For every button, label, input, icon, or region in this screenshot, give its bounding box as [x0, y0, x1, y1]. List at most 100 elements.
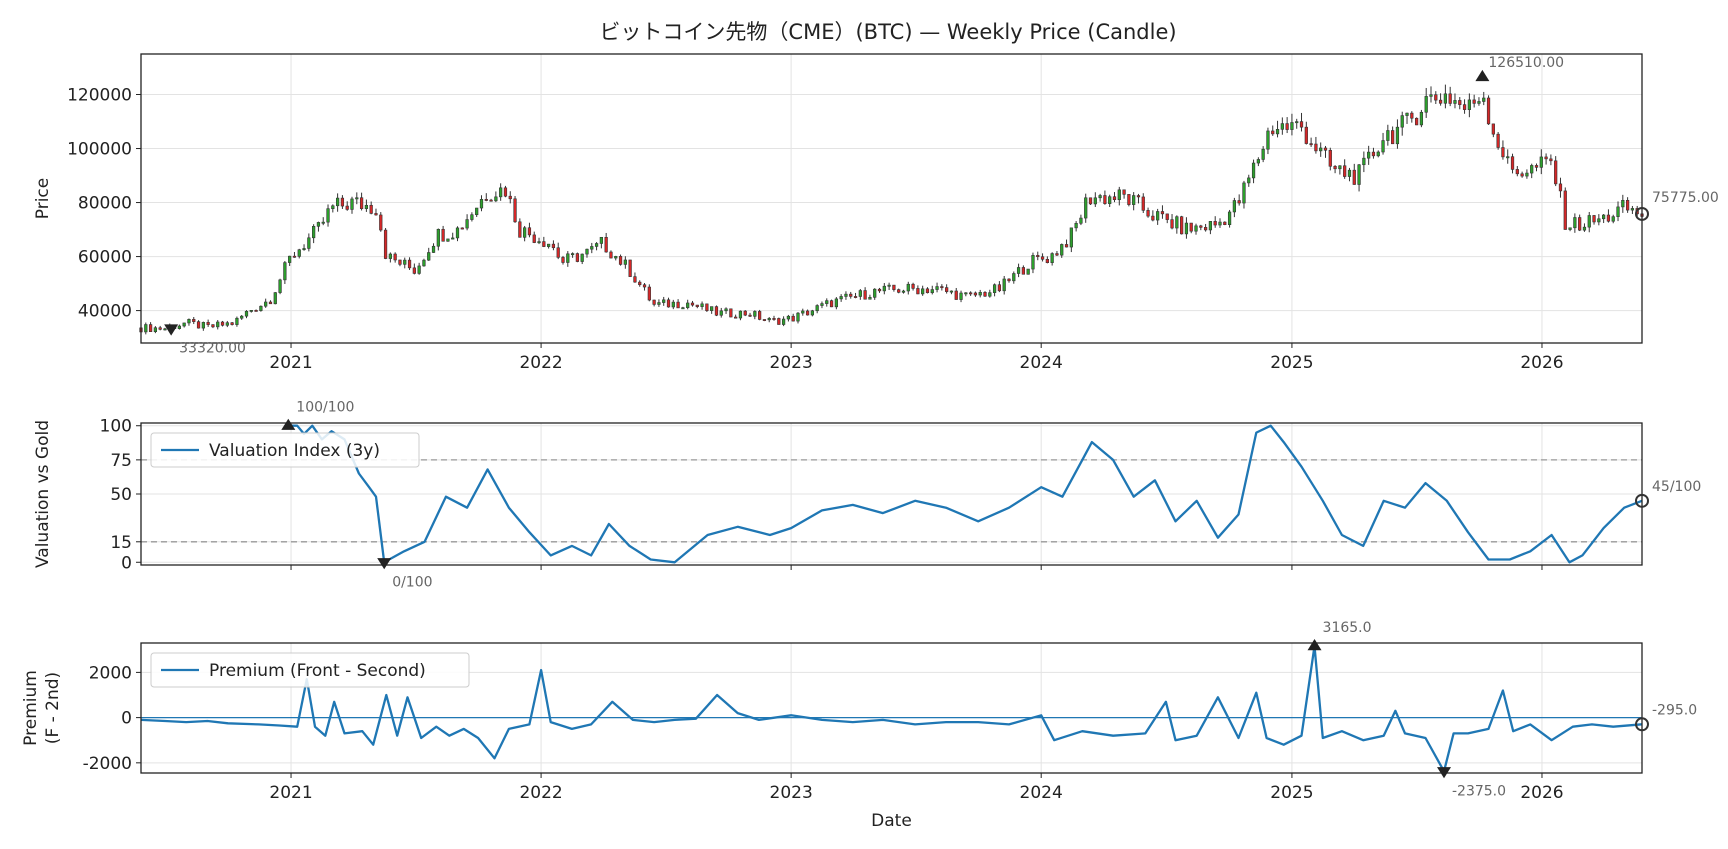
candle-body: [235, 317, 239, 325]
candle-body: [479, 199, 484, 209]
valuation-series-line: [288, 424, 1643, 564]
price-last-marker: [1635, 206, 1649, 221]
candle-body: [988, 292, 992, 297]
candle-body: [1491, 123, 1495, 135]
candle-body: [618, 256, 623, 265]
candle-body: [877, 288, 882, 292]
candle-body: [1165, 213, 1169, 220]
candle-body: [1069, 227, 1073, 248]
candle-body: [1611, 216, 1615, 222]
candle-body: [1530, 165, 1534, 174]
candle-body: [1261, 148, 1265, 160]
candle-body: [350, 198, 354, 210]
candle-body: [1156, 211, 1160, 221]
candle-body: [887, 284, 891, 287]
candle-body: [1376, 151, 1380, 157]
plot-layer: 40000 60000 80000 100000 120000 2021 2022 2023 2…: [21, 53, 1719, 831]
candle-body: [805, 310, 810, 316]
candle-body: [1295, 121, 1299, 124]
candle-body: [1438, 99, 1443, 104]
candle-body: [638, 281, 642, 286]
candle-body: [1304, 126, 1308, 144]
candle-body: [1414, 117, 1419, 126]
candle-body: [1501, 147, 1505, 158]
premium-min-marker: [1437, 767, 1452, 779]
candle-body: [1606, 214, 1611, 222]
candle-body: [609, 251, 613, 259]
valuation-ytick-label: 75: [110, 451, 132, 471]
candle-body: [594, 243, 599, 247]
candle-body: [1472, 99, 1476, 104]
candle-body: [892, 284, 896, 290]
candle-body: [839, 296, 843, 300]
candle-body: [398, 259, 402, 265]
premium-xtick-label: 2025: [1270, 783, 1313, 803]
candle-body: [1227, 211, 1232, 225]
candle-body: [940, 286, 944, 289]
candle-body: [623, 259, 627, 265]
candle-body: [1429, 94, 1433, 97]
candle-body: [249, 310, 253, 312]
candle-body: [1534, 165, 1539, 168]
candle-body: [767, 318, 771, 321]
candle-body: [182, 322, 186, 327]
valuation-last-label: 45/100: [1652, 479, 1701, 495]
candle-body: [1515, 169, 1519, 175]
candle-body: [930, 289, 934, 294]
candle-body: [1045, 258, 1049, 264]
candle-body: [868, 297, 872, 300]
candle-body: [1587, 215, 1591, 228]
candle-body: [647, 286, 651, 301]
candle-body: [465, 219, 469, 229]
candle-body: [1419, 111, 1424, 126]
premium-ytick-label: 2000: [89, 663, 132, 683]
valuation-legend-label: Valuation Index (3y): [209, 441, 380, 461]
candle-body: [283, 262, 287, 281]
candle-body: [1582, 226, 1587, 231]
candle-body: [964, 292, 968, 295]
candle-body: [556, 247, 560, 258]
price-xtick-label: 2022: [519, 353, 562, 373]
candle-body: [1184, 222, 1189, 235]
candle-body: [791, 315, 795, 322]
candle-body: [1084, 197, 1088, 219]
candle-body: [1213, 221, 1217, 226]
candle-body: [523, 227, 527, 238]
candle-body: [369, 204, 373, 214]
candle-body: [748, 314, 752, 317]
candle-body: [1088, 197, 1093, 205]
candle-body: [1352, 169, 1356, 185]
candle-body: [1031, 255, 1035, 270]
candle-body: [1112, 196, 1117, 201]
price-xtick-label: 2024: [1020, 353, 1063, 373]
candle-body: [1333, 165, 1337, 170]
candle-body: [642, 284, 647, 288]
candle-body: [700, 303, 704, 307]
candle-body: [1132, 195, 1136, 205]
valuation-min-marker: [377, 558, 392, 570]
candle-body: [187, 318, 191, 324]
candle-body: [1117, 189, 1121, 201]
candle-body: [810, 310, 814, 316]
candle-body: [1578, 217, 1582, 231]
premium-ylabel-2: (F - 2nd): [43, 672, 63, 744]
candle-body: [1482, 97, 1486, 102]
candle-body: [331, 205, 335, 209]
premium-legend-box: [150, 652, 470, 688]
candle-body: [1539, 156, 1543, 168]
candle-body: [508, 195, 512, 200]
candle-body: [1242, 182, 1246, 204]
candle-body: [345, 205, 349, 210]
candle-body: [710, 306, 714, 311]
candle-body: [230, 322, 234, 325]
candle-body: [714, 306, 719, 316]
candle-body: [551, 243, 556, 249]
candle-body: [499, 187, 503, 198]
price-last-label: 75775.00: [1652, 190, 1719, 206]
candle-body: [1021, 267, 1025, 275]
candle-body: [858, 290, 862, 297]
candle-body: [1285, 123, 1289, 130]
candle-body: [1558, 183, 1563, 192]
candle-body: [1458, 100, 1462, 105]
